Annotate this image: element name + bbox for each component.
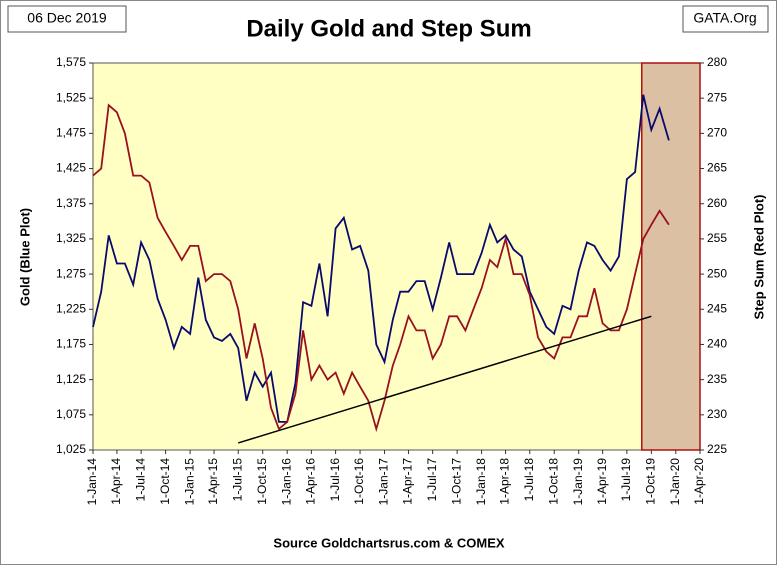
x-tick-label: 1-Jan-17 bbox=[377, 458, 391, 506]
date-box bbox=[7, 5, 127, 33]
x-tick-label: 1-Jul-15 bbox=[230, 458, 244, 502]
x-tick-label: 1-Oct-17 bbox=[449, 458, 463, 505]
brand-box bbox=[682, 5, 769, 33]
y2-tick-label: 260 bbox=[707, 196, 727, 210]
y2-tick-label: 250 bbox=[707, 266, 727, 280]
y-tick-label: 1,075 bbox=[56, 407, 86, 421]
highlight bbox=[640, 62, 701, 451]
x-tick-label: 1-Oct-14 bbox=[158, 458, 172, 505]
x-tick-label: 1-Apr-19 bbox=[595, 458, 609, 505]
y2-tick-label: 245 bbox=[707, 301, 727, 315]
series-line bbox=[92, 94, 670, 423]
y-tick-label: 1,525 bbox=[56, 90, 86, 104]
x-tick-label: 1-Jul-19 bbox=[619, 458, 633, 502]
x-tick-label: 1-Apr-14 bbox=[109, 458, 123, 505]
y-tick-label: 1,575 bbox=[56, 55, 86, 69]
y2-axis-label: Step Sum (Red Plot) bbox=[751, 195, 766, 320]
y-tick-label: 1,225 bbox=[56, 301, 86, 315]
y2-tick-label: 270 bbox=[707, 126, 727, 140]
y-tick-label: 1,375 bbox=[56, 196, 86, 210]
x-tick-label: 1-Jan-15 bbox=[182, 458, 196, 506]
x-tick-label: 1-Oct-16 bbox=[352, 458, 366, 505]
y-tick-label: 1,025 bbox=[56, 442, 86, 456]
series-line bbox=[92, 103, 670, 433]
y-tick-label: 1,325 bbox=[56, 231, 86, 245]
trendline bbox=[238, 315, 652, 444]
plot-area bbox=[92, 62, 701, 451]
x-tick-label: 1-Jan-16 bbox=[279, 458, 293, 506]
x-tick-label: 1-Apr-17 bbox=[401, 458, 415, 505]
y2-tick-label: 235 bbox=[707, 372, 727, 386]
y2-tick-label: 240 bbox=[707, 337, 727, 351]
y2-tick-label: 230 bbox=[707, 407, 727, 421]
y2-tick-label: 275 bbox=[707, 90, 727, 104]
x-tick-label: 1-Jul-18 bbox=[522, 458, 536, 502]
x-tick-label: 1-Jan-19 bbox=[571, 458, 585, 506]
x-tick-label: 1-Jan-18 bbox=[474, 458, 488, 506]
x-tick-label: 1-Jul-14 bbox=[133, 458, 147, 502]
x-tick-label: 1-Jan-14 bbox=[85, 458, 99, 506]
x-tick-label: 1-Jan-20 bbox=[668, 458, 682, 506]
y2-tick-label: 225 bbox=[707, 442, 727, 456]
x-tick-label: 1-Oct-15 bbox=[255, 458, 269, 505]
y-tick-label: 1,475 bbox=[56, 126, 86, 140]
y-axis-label: Gold (Blue Plot) bbox=[17, 208, 32, 306]
x-tick-label: 1-Apr-18 bbox=[498, 458, 512, 505]
x-tick-label: 1-Jul-17 bbox=[425, 458, 439, 502]
date-label: 06 Dec 2019 bbox=[27, 10, 107, 26]
x-tick-label: 1-Oct-18 bbox=[546, 458, 560, 505]
x-tick-label: 1-Jul-16 bbox=[328, 458, 342, 502]
y-tick-label: 1,425 bbox=[56, 161, 86, 175]
x-tick-label: 1-Apr-16 bbox=[304, 458, 318, 505]
y-tick-label: 1,125 bbox=[56, 372, 86, 386]
x-tick-label: 1-Apr-20 bbox=[692, 458, 706, 505]
x-tick-label: 1-Oct-19 bbox=[643, 458, 657, 505]
chart-title: Daily Gold and Step Sum bbox=[246, 15, 531, 42]
y2-tick-label: 280 bbox=[707, 55, 727, 69]
brand: GATA.Org bbox=[693, 10, 756, 26]
y-tick-label: 1,275 bbox=[56, 266, 86, 280]
y2-tick-label: 255 bbox=[707, 231, 727, 245]
y-tick-label: 1,175 bbox=[56, 337, 86, 351]
x-tick-label: 1-Apr-15 bbox=[206, 458, 220, 505]
y2-tick-label: 265 bbox=[707, 161, 727, 175]
source: Source Goldchartsrus.com & COMEX bbox=[273, 535, 504, 550]
